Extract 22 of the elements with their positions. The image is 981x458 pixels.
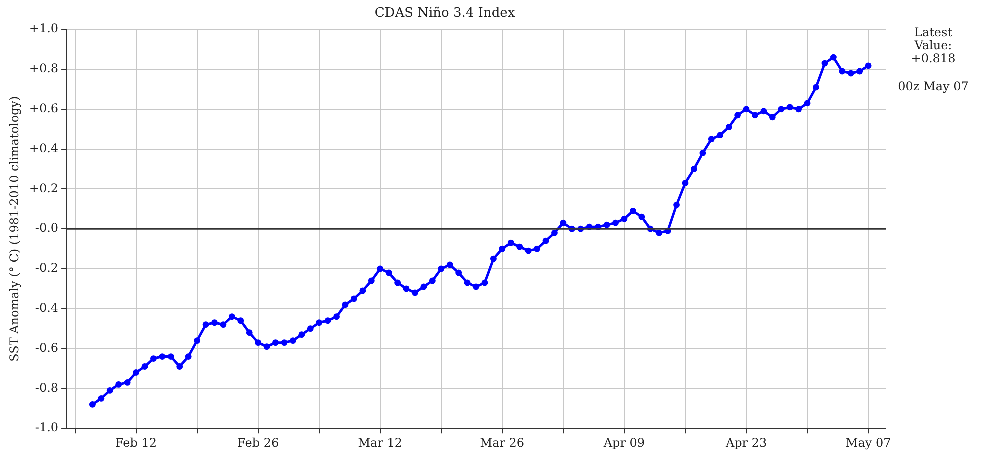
- text: Latest Value: +0.818: [911, 26, 956, 66]
- y-tick-label: -0.0: [35, 221, 59, 236]
- x-tick-label: Apr 09: [602, 436, 646, 450]
- x-tick-label: Mar 12: [358, 436, 403, 450]
- y-tick-label: -0.4: [35, 301, 59, 316]
- y-tick-label: -1.0: [35, 420, 59, 435]
- chart-title: CDAS Niño 3.4 Index: [374, 6, 516, 22]
- x-tick-label: May 07: [846, 436, 892, 450]
- y-tick-label: +0.2: [29, 181, 59, 196]
- y-tick-label: +0.8: [29, 62, 59, 76]
- x-tick-label: Apr 23: [724, 436, 768, 450]
- text: 00z May 07: [898, 80, 969, 94]
- y-tick-label: +0.6: [29, 102, 59, 116]
- x-tick-label: Feb 26: [238, 436, 280, 450]
- x-tick-label: Mar 26: [480, 436, 525, 450]
- y-tick-label: -0.2: [35, 261, 59, 276]
- y-tick-label: +0.4: [29, 141, 59, 156]
- y-tick-label: -0.8: [35, 380, 59, 395]
- y-axis-title: SST Anomaly (° C) (1981-2010 climatology): [7, 96, 22, 362]
- x-tick-label: Feb 12: [116, 436, 158, 450]
- y-tick-label: +1.0: [29, 22, 59, 36]
- y-tick-label: -0.6: [35, 340, 59, 355]
